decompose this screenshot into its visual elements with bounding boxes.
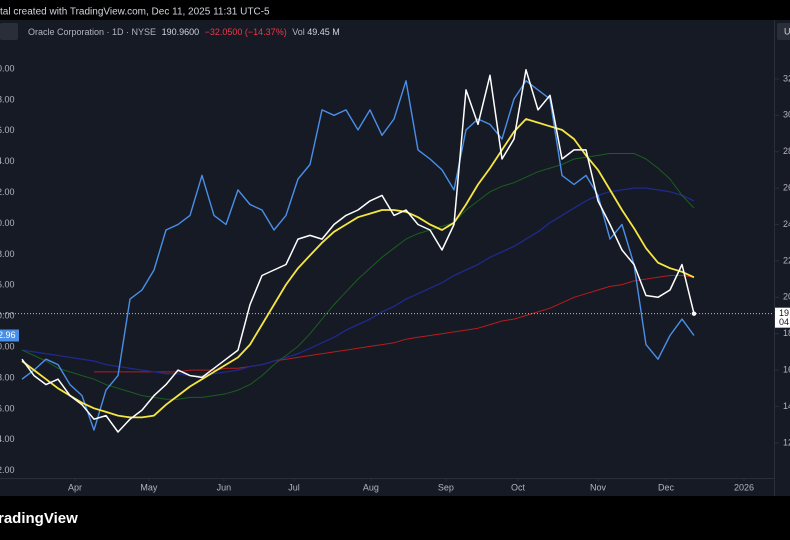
x-tick-label: Aug xyxy=(363,482,379,492)
last-price: 190.9600 xyxy=(162,27,200,37)
last-point xyxy=(691,311,697,316)
chart-title: Oracle Corporation · 1D · NYSE xyxy=(28,27,156,37)
header: Oracle Corporation · 1D · NYSE 190.9600 … xyxy=(28,27,340,37)
left-axis-label: 2.00 xyxy=(0,465,15,475)
x-tick-label: Apr xyxy=(68,482,82,492)
x-tick-label: Oct xyxy=(511,482,526,492)
series-line xyxy=(21,80,695,431)
series-line xyxy=(94,275,695,373)
x-tick-label: Jun xyxy=(217,482,232,492)
left-axis-label: 6.00 xyxy=(0,403,15,413)
y-tick-label: 32 xyxy=(783,73,790,83)
y-tick-label: 20 xyxy=(783,292,790,302)
left-axis-label: 6.00 xyxy=(0,280,15,290)
left-button[interactable] xyxy=(0,23,18,40)
y-tick-label: 28 xyxy=(783,146,790,156)
left-axis-label: 0.00 xyxy=(0,341,15,351)
x-tick-label: Dec xyxy=(658,482,675,492)
left-axis-label: 4.00 xyxy=(0,156,15,166)
volume: 49.45 M xyxy=(307,27,340,37)
y-tick-label: 12 xyxy=(783,437,790,447)
unit-label: U xyxy=(784,26,790,36)
y-tick-label: 26 xyxy=(783,182,790,192)
attribution: tal created with TradingView.com, Dec 11… xyxy=(0,7,270,18)
volume-label: Vol xyxy=(292,27,305,37)
top-bar xyxy=(0,0,790,20)
series-line xyxy=(21,187,695,377)
y-tick-label: 16 xyxy=(783,364,790,374)
series-line xyxy=(21,69,695,433)
left-axis-label: 8.00 xyxy=(0,372,15,382)
left-axis-label: 8.00 xyxy=(0,249,15,259)
price-tag: 04 xyxy=(779,317,789,327)
x-tick-label: May xyxy=(140,482,158,492)
chart-area xyxy=(0,20,790,496)
y-tick-label: 18 xyxy=(783,328,790,338)
y-tick-label: 30 xyxy=(783,110,790,120)
price-change: −32.0500 (−14.37%) xyxy=(205,27,287,37)
y-tick-label: 14 xyxy=(783,401,790,411)
compare-tag-box xyxy=(0,329,19,342)
x-tick-label: Nov xyxy=(590,482,607,492)
y-tick-label: 24 xyxy=(783,219,790,229)
left-axis-label: 4.00 xyxy=(0,434,15,444)
price-tag-box xyxy=(775,307,790,328)
x-tick-label: Jul xyxy=(288,482,300,492)
left-axis-label: 6.00 xyxy=(0,125,15,135)
left-axis-label: 2.00 xyxy=(0,187,15,197)
unit-button[interactable] xyxy=(777,23,790,40)
series-line xyxy=(21,153,695,400)
y-tick-label: 22 xyxy=(783,255,790,265)
bottom-bar xyxy=(0,496,790,540)
x-tick-label: Sep xyxy=(438,482,454,492)
x-tick-label: 2026 xyxy=(734,482,754,492)
price-tag: 19 xyxy=(779,308,789,318)
left-axis-label: 0.00 xyxy=(0,218,15,228)
compare-tag: 2.96 xyxy=(0,330,16,340)
left-axis-label: 0.00 xyxy=(0,311,15,321)
left-axis-label: 0.00 xyxy=(0,63,15,73)
logo: radingView xyxy=(0,510,78,527)
left-axis-label: 8.00 xyxy=(0,94,15,104)
